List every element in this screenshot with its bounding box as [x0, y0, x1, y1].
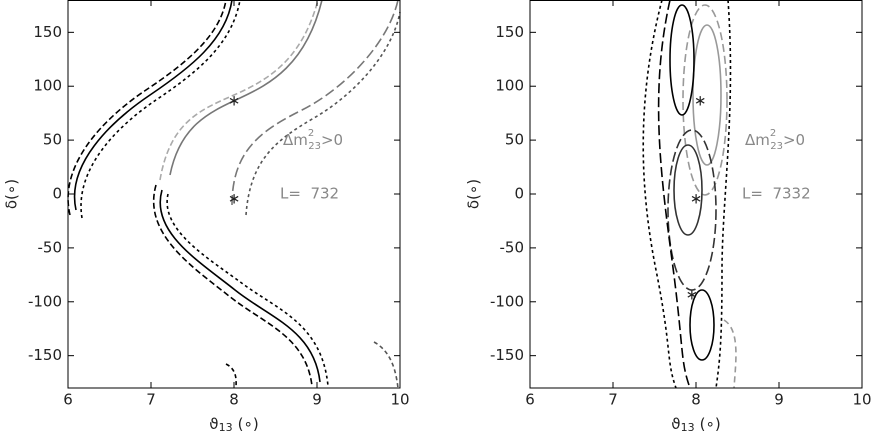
annotation-base: Δm: [283, 131, 308, 149]
contour: [80, 0, 241, 219]
y-axis-label: δ(∘): [465, 179, 483, 209]
contour: [642, 0, 677, 389]
x-axis-label: ϑ13 (∘): [209, 415, 258, 435]
x-label-symbol: ϑ: [671, 415, 680, 433]
best-fit-star: ∗: [228, 190, 241, 208]
annotation-sup: 2: [308, 128, 314, 139]
annotation: Δm2 23>0: [745, 128, 805, 152]
contour: [225, 363, 237, 389]
contour: [169, 0, 323, 176]
y-tick-label: -50: [38, 238, 63, 256]
x-label-unit: (∘): [700, 415, 721, 433]
x-tick-label: 6: [525, 391, 535, 409]
contour: [159, 0, 319, 181]
contour: [692, 24, 722, 166]
best-fit-star: ∗: [228, 92, 241, 110]
x-tick-label: 10: [852, 391, 871, 409]
annotation-sup: 2: [770, 128, 776, 139]
contour: [723, 319, 737, 389]
x-tick-label: 6: [63, 391, 73, 409]
contour: [657, 0, 691, 389]
y-tick-label: 0: [52, 185, 62, 203]
contour: [166, 193, 329, 387]
y-tick-label: -50: [500, 238, 525, 256]
contour: [245, 11, 401, 216]
contour: [682, 4, 728, 196]
x-label-symbol: ϑ: [209, 415, 218, 433]
contours-left: [67, 0, 401, 389]
x-tick-label: 8: [691, 391, 701, 409]
x-tick-label: 9: [774, 391, 784, 409]
y-tick-label: 0: [514, 185, 524, 203]
y-tick-label: -100: [28, 292, 62, 310]
contour: [373, 341, 399, 389]
contour: [669, 4, 695, 116]
x-tick-label: 7: [146, 391, 156, 409]
contour: [231, 0, 399, 206]
x-label-unit: (∘): [238, 415, 259, 433]
y-tick-label: -100: [490, 292, 524, 310]
best-fit-star: ∗: [694, 92, 707, 110]
contours-right: [642, 0, 737, 389]
best-fit-star: ∗: [686, 286, 699, 304]
annotation-rest: >0: [321, 131, 343, 149]
annotation-rest: >0: [783, 131, 805, 149]
y-tick-label: 50: [505, 131, 524, 149]
y-tick-label: 100: [495, 77, 524, 95]
x-axis-label: ϑ13 (∘): [671, 415, 720, 435]
annotation: Δm2 23>0: [283, 128, 343, 152]
contour: [67, 0, 227, 216]
annotation: L= 7332: [742, 185, 811, 203]
x-tick-label: 7: [608, 391, 618, 409]
annotation-base: Δm: [745, 131, 770, 149]
y-tick-label: -150: [490, 346, 524, 364]
contour: [673, 144, 703, 236]
annotation-sub: 23: [770, 141, 783, 152]
contour: [159, 189, 321, 383]
y-tick-label: -150: [28, 346, 62, 364]
x-tick-label: 10: [390, 391, 409, 409]
best-fit-star: ∗: [690, 190, 703, 208]
x-label-sub: 13: [681, 421, 695, 434]
contour: [153, 184, 313, 387]
contour: [667, 129, 717, 291]
y-tick-label: 150: [33, 23, 62, 41]
y-axis-label: δ(∘): [3, 179, 21, 209]
y-tick-label: 150: [495, 23, 524, 41]
contour: [73, 0, 233, 211]
x-label-sub: 13: [219, 421, 233, 434]
y-tick-label: 100: [33, 77, 62, 95]
x-tick-label: 8: [229, 391, 239, 409]
y-tick-label: 50: [43, 131, 62, 149]
annotation: L= 732: [280, 185, 339, 203]
x-tick-label: 9: [312, 391, 322, 409]
contour: [715, 0, 732, 389]
annotation-sub: 23: [308, 141, 321, 152]
contour: [689, 289, 715, 361]
